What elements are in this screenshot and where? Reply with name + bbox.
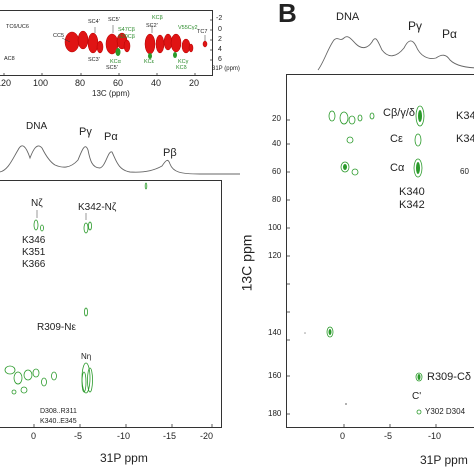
inset-xtick-120: 120 (0, 78, 12, 88)
inset-label-kcb: KCβ (152, 15, 163, 21)
inset-xtick-100: 100 (33, 78, 49, 88)
panel-a-label-k366: K366 (22, 259, 46, 270)
panel-a-xtick-m15: -15 (163, 431, 177, 441)
panel-b-label-y302: Y302 D304 (425, 407, 466, 416)
panel-b-right-tick-60: 60 (460, 167, 469, 176)
inset-label-kce: KCε (144, 59, 155, 65)
panel-a-xaxis-label: 31P ppm (100, 451, 148, 465)
inset-label-tc6: TC6/UC6 (6, 24, 29, 30)
panel-a-xtick-m10: -10 (117, 431, 131, 441)
panel-b-right-label-2: K34 (456, 133, 474, 145)
panel-b-label-ca: Cα (390, 162, 405, 174)
panel-b-ytick-180: 180 (268, 409, 282, 418)
inset-label-tc7: TC7 (197, 29, 208, 35)
panel-a-label-nz: Nζ (31, 198, 43, 209)
panel-b-ytick-100: 100 (268, 223, 282, 232)
panel-a-label-r309ne: R309-Nε (37, 322, 76, 333)
panel-b-ytick-160: 160 (268, 371, 282, 380)
inset-label-kcd: KCδ (176, 65, 187, 71)
panel-a-2d-frame (0, 180, 222, 428)
panel-b-label-ce: Cε (390, 133, 403, 145)
panel-b-label-cprime: C' (412, 391, 422, 402)
panel-a-label-nh: Nη (81, 352, 92, 361)
inset-label-sc4: SC4' (88, 19, 100, 25)
panel-b-palpha-label: Pα (442, 27, 457, 41)
panel-b-ytick-140: 140 (268, 328, 282, 337)
inset-ytick-m2: -2 (216, 15, 223, 22)
panel-b-label-k340: K340 (399, 186, 425, 198)
panel-b-ytick-120: 120 (268, 251, 282, 260)
inset-ytick-0: 0 (218, 26, 222, 33)
inset-frame (0, 10, 213, 76)
panel-b-xtick-0: 0 (340, 431, 346, 441)
panel-b-xaxis-label: 31P ppm (420, 453, 468, 467)
inset-label-sc3: SC3' (88, 57, 100, 63)
inset-xtick-60: 60 (113, 78, 124, 88)
panel-b-ytick-80: 80 (272, 195, 281, 204)
panel-a-label-d308: D308..R311 (40, 408, 77, 415)
inset-label-sc5b: SC5' (106, 65, 118, 71)
panel-b-dna-label: DNA (336, 11, 360, 23)
inset-xaxis-label: 13C (ppm) (92, 89, 130, 98)
panel-a-label-k340: K340..E345 (40, 418, 77, 425)
panel-a-label-k346: K346 (22, 235, 46, 246)
inset-label-kca: KCα (110, 59, 121, 65)
inset-label-sc5: SC5' (108, 17, 120, 23)
panel-b-xtick-m10: -10 (428, 431, 442, 441)
panel-a-xtick-m20: -20 (200, 431, 214, 441)
panel-a-dna-label: DNA (26, 121, 48, 132)
panel-b-label-cbgd: Cβ/γ/δ (383, 107, 416, 119)
panel-b-yaxis-label: 13C ppm (238, 234, 255, 292)
inset-label-s47: S47Cβ (118, 27, 135, 33)
inset-label-v55: V55Cγ2 (178, 25, 198, 31)
inset-label-sc2: SC2' (146, 23, 158, 29)
panel-b-right-label-1: K34 (456, 110, 474, 122)
panel-a-palpha-label: Pα (104, 131, 118, 143)
panel-a-xtick-0: 0 (31, 431, 37, 441)
panel-a-xtick-m5: -5 (74, 431, 83, 441)
inset-ytick-6: 6 (218, 56, 222, 63)
panel-b-xtick-m5: -5 (384, 431, 393, 441)
panel-b-label-r309: R309-Cδ (427, 371, 472, 383)
panel-a-label-k342nz: K342-Nζ (78, 202, 117, 213)
panel-a-pbeta-label: Pβ (163, 147, 177, 159)
inset-xtick-20: 20 (189, 78, 200, 88)
panel-a-pgamma-label: Pγ (79, 126, 92, 138)
inset-label-ac8: AC8 (4, 56, 15, 62)
inset-ytick-2: 2 (218, 36, 222, 43)
panel-b-letter: B (278, 0, 297, 28)
panel-b-ytick-60: 60 (272, 167, 281, 176)
inset-xtick-40: 40 (151, 78, 162, 88)
inset-yaxis-label: 31P (ppm) (212, 66, 240, 72)
panel-b-pgamma-label: Pγ (408, 19, 423, 33)
panel-b-ytick-40: 40 (272, 139, 281, 148)
panel-b-2d-frame (286, 74, 474, 428)
inset-label-kcg: KCγ (178, 59, 189, 65)
panel-b-label-k342: K342 (399, 199, 425, 211)
inset-xtick-80: 80 (75, 78, 86, 88)
inset-label-cc5: CC5 (53, 33, 65, 39)
panel-a-label-k351: K351 (22, 247, 46, 258)
inset-label-s30: S30Cβ (118, 34, 135, 40)
inset-ytick-4: 4 (218, 46, 222, 53)
panel-b-ytick-20: 20 (272, 114, 281, 123)
